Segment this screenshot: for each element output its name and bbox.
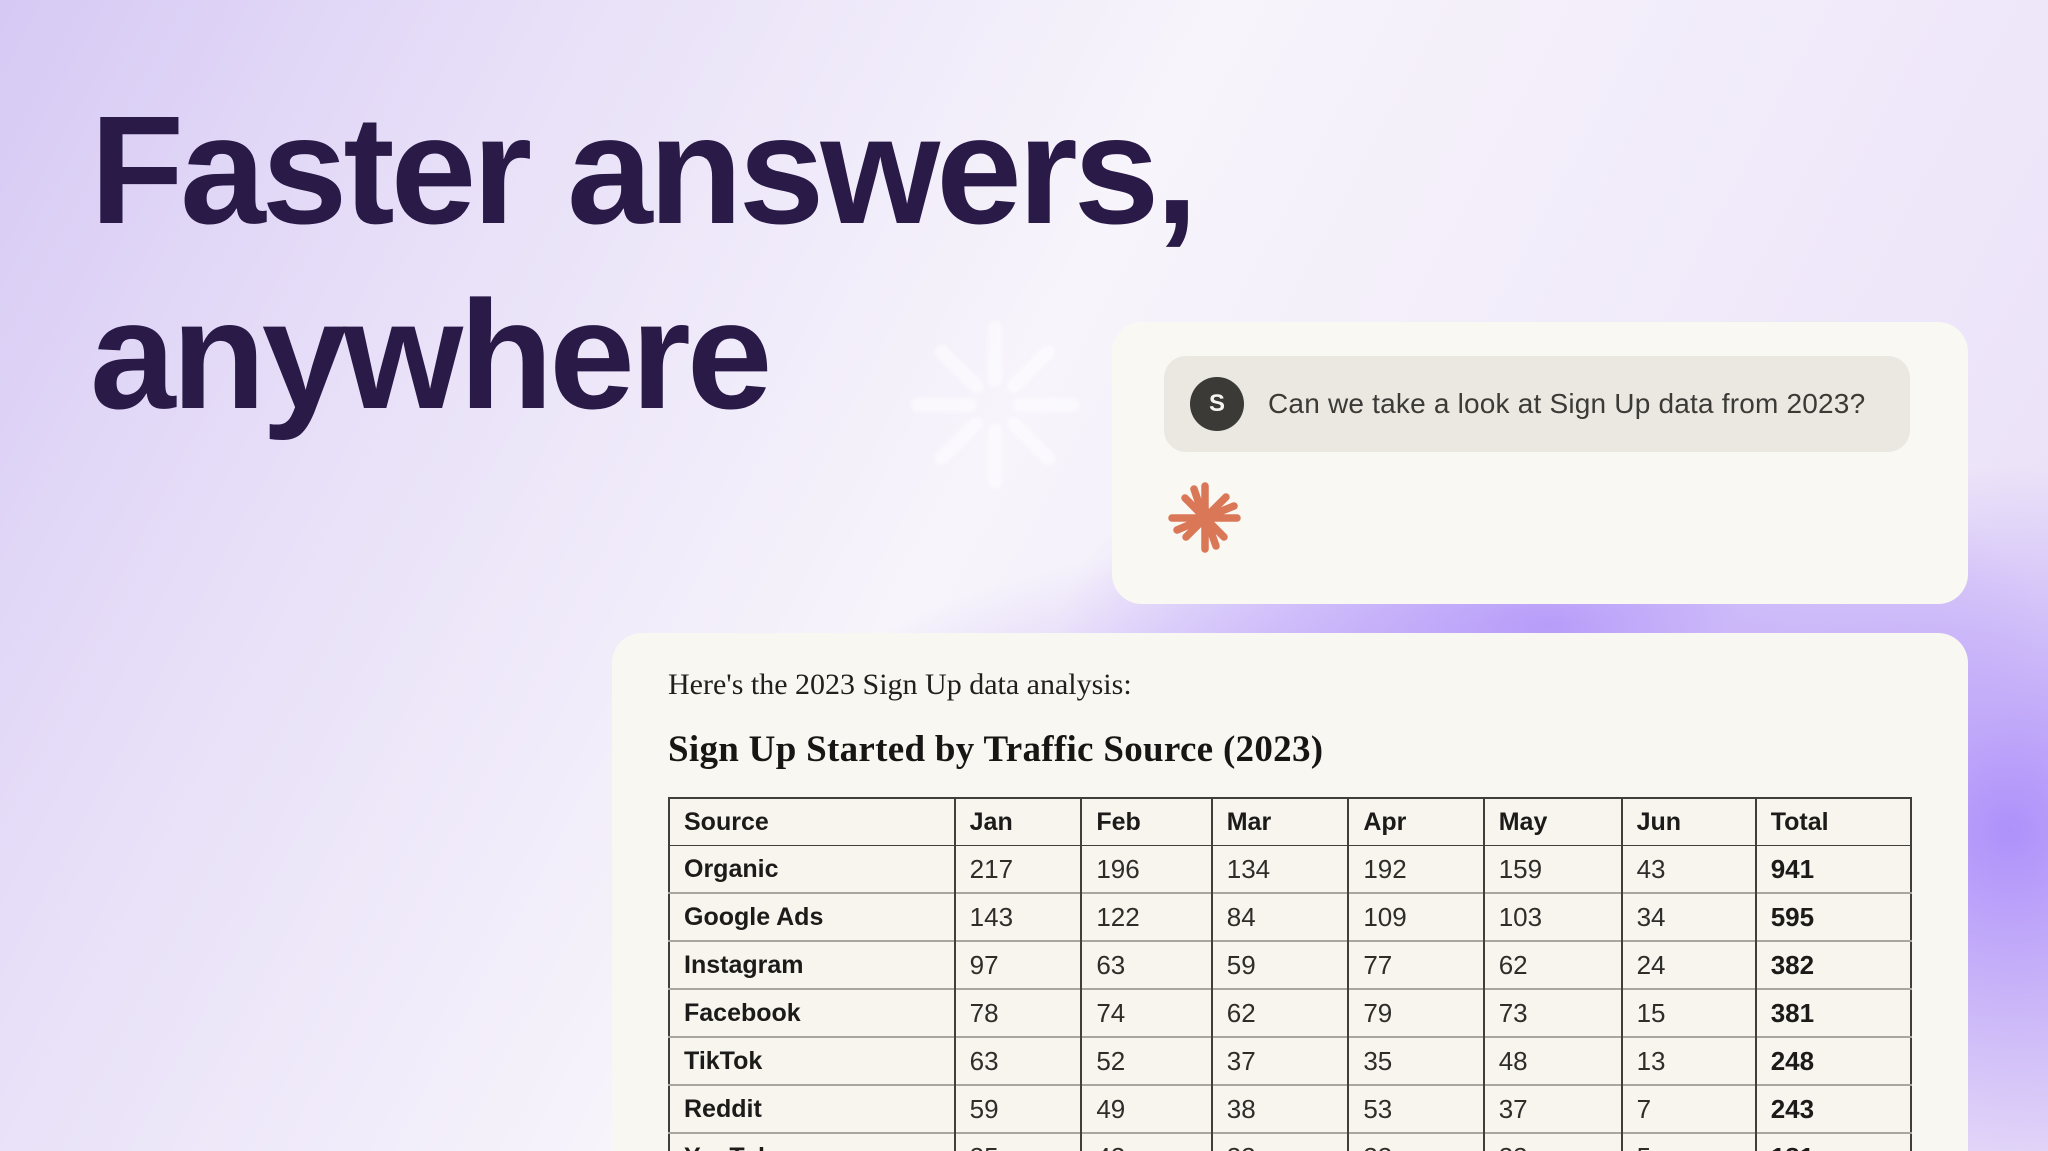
table-row: Reddit 59 49 38 53 37 7 243 bbox=[669, 1084, 1911, 1133]
total-cell: 181 bbox=[1754, 1132, 1911, 1151]
table-header-row: Source Jan Feb Mar Apr May Jun Total bbox=[669, 798, 1911, 846]
value-cell: 35 bbox=[1347, 1036, 1484, 1085]
claude-starburst-icon bbox=[1168, 482, 1241, 553]
value-cell: 5 bbox=[1620, 1132, 1756, 1151]
value-cell: 15 bbox=[1620, 988, 1756, 1037]
value-cell: 62 bbox=[1482, 940, 1622, 989]
value-cell: 33 bbox=[1347, 1132, 1484, 1151]
hero-heading-line1: Faster answers, bbox=[90, 84, 1198, 256]
value-cell: 63 bbox=[1080, 940, 1212, 989]
value-cell: 74 bbox=[1080, 988, 1212, 1037]
column-header-mar: Mar bbox=[1210, 798, 1349, 846]
value-cell: 109 bbox=[1347, 892, 1484, 941]
analysis-intro: Here's the 2023 Sign Up data analysis: bbox=[668, 668, 1132, 701]
table-row: YouTube35423333335181 bbox=[669, 1132, 1911, 1151]
total-cell: 381 bbox=[1754, 988, 1911, 1037]
user-avatar-initial: S bbox=[1208, 390, 1225, 417]
value-cell: 79 bbox=[1347, 988, 1484, 1037]
column-header-jan: Jan bbox=[953, 798, 1082, 846]
table-row: Instagram 97 63 59 77 62 24 382 bbox=[669, 940, 1911, 989]
source-cell: Facebook bbox=[669, 988, 955, 1037]
value-cell: 34 bbox=[1620, 892, 1756, 941]
total-cell: 248 bbox=[1754, 1036, 1911, 1085]
value-cell: 24 bbox=[1620, 940, 1756, 989]
column-header-source: Source bbox=[669, 798, 955, 846]
chat-card: S Can we take a look at Sign Up data fro… bbox=[1112, 322, 1968, 604]
value-cell: 48 bbox=[1482, 1036, 1622, 1085]
value-cell: 97 bbox=[953, 940, 1082, 989]
column-header-apr: Apr bbox=[1347, 798, 1484, 846]
source-cell: Google Ads bbox=[669, 892, 955, 941]
value-cell: 192 bbox=[1347, 845, 1484, 893]
hero-heading: Faster answers, anywhere bbox=[90, 78, 1198, 448]
value-cell: 53 bbox=[1347, 1084, 1484, 1133]
total-cell: 941 bbox=[1754, 845, 1911, 893]
user-message-text: Can we take a look at Sign Up data from … bbox=[1268, 388, 1866, 419]
column-header-may: May bbox=[1482, 798, 1622, 846]
value-cell: 62 bbox=[1210, 988, 1349, 1037]
value-cell: 134 bbox=[1210, 845, 1349, 893]
table-row: TikTok 63 52 37 35 48 13 248 bbox=[669, 1036, 1911, 1085]
value-cell: 7 bbox=[1620, 1084, 1756, 1133]
value-cell: 217 bbox=[953, 845, 1082, 893]
source-cell: Instagram bbox=[669, 940, 955, 989]
user-avatar: S bbox=[1190, 377, 1244, 431]
value-cell: 42 bbox=[1080, 1132, 1212, 1151]
hero-heading-line2: anywhere bbox=[90, 268, 772, 441]
value-cell: 43 bbox=[1620, 845, 1756, 893]
source-cell: YouTube bbox=[669, 1132, 955, 1151]
value-cell: 196 bbox=[1080, 845, 1212, 893]
value-cell: 33 bbox=[1482, 1132, 1622, 1151]
table-row: Organic 217 196 134 192 159 43 941 bbox=[669, 845, 1911, 893]
value-cell: 103 bbox=[1482, 892, 1622, 941]
value-cell: 13 bbox=[1620, 1036, 1756, 1085]
sparkle-decoration-icon bbox=[911, 321, 1079, 489]
total-cell: 595 bbox=[1754, 892, 1911, 941]
value-cell: 49 bbox=[1080, 1084, 1212, 1133]
value-cell: 143 bbox=[953, 892, 1082, 941]
table-row: Facebook 78 74 62 79 73 15 381 bbox=[669, 988, 1911, 1037]
source-cell: Reddit bbox=[669, 1084, 955, 1133]
value-cell: 73 bbox=[1482, 988, 1622, 1037]
value-cell: 52 bbox=[1080, 1036, 1212, 1085]
source-cell: Organic bbox=[684, 855, 779, 883]
table-row: Google Ads 143 122 84 109 103 34 595 bbox=[669, 892, 1911, 941]
analysis-card: Here's the 2023 Sign Up data analysis: S… bbox=[612, 633, 1968, 1151]
column-header-feb: Feb bbox=[1080, 798, 1212, 846]
user-message-bubble: S Can we take a look at Sign Up data fro… bbox=[1164, 356, 1910, 452]
source-cell: TikTok bbox=[669, 1036, 955, 1085]
total-cell: 243 bbox=[1754, 1084, 1911, 1133]
total-cell: 382 bbox=[1754, 940, 1911, 989]
value-cell: 38 bbox=[1210, 1084, 1349, 1133]
value-cell: 37 bbox=[1210, 1036, 1349, 1085]
value-cell: 77 bbox=[1347, 940, 1484, 989]
value-cell: 59 bbox=[953, 1084, 1082, 1133]
value-cell: 84 bbox=[1210, 892, 1349, 941]
value-cell: 159 bbox=[1482, 845, 1622, 893]
column-header-total: Total bbox=[1754, 798, 1911, 846]
table-title: Sign Up Started by Traffic Source (2023) bbox=[668, 729, 1324, 770]
value-cell: 37 bbox=[1482, 1084, 1622, 1133]
value-cell: 63 bbox=[953, 1036, 1082, 1085]
signup-table: Source Jan Feb Mar Apr May Jun Total Organic 217… bbox=[668, 797, 1912, 1151]
value-cell: 78 bbox=[953, 988, 1082, 1037]
value-cell: 122 bbox=[1080, 892, 1212, 941]
value-cell: 59 bbox=[1210, 940, 1349, 989]
column-header-jun: Jun bbox=[1620, 798, 1756, 846]
value-cell: 35 bbox=[953, 1132, 1082, 1151]
value-cell: 33 bbox=[1210, 1132, 1349, 1151]
